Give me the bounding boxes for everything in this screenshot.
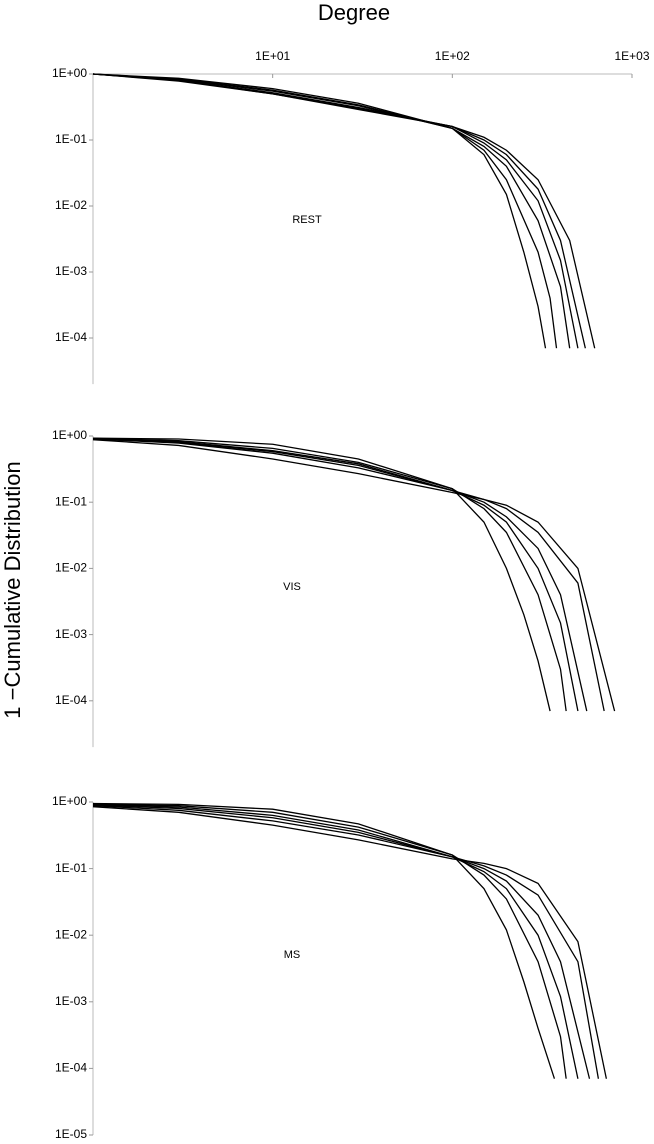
data-line (92, 439, 616, 712)
data-line (92, 806, 608, 1079)
panel-label: MS (284, 949, 301, 961)
y-tick-label: 1E-02 (55, 927, 87, 941)
data-line (92, 73, 558, 349)
data-line (92, 438, 588, 712)
y-tick-label: 1E+00 (52, 428, 87, 442)
y-tick-label: 1E-04 (55, 1061, 87, 1075)
y-tick-label: 1E-03 (55, 994, 87, 1008)
data-line (92, 437, 579, 712)
y-tick-label: 1E+00 (52, 66, 87, 80)
y-tick-label: 1E-04 (55, 693, 87, 707)
y-tick-label: 1E-02 (55, 561, 87, 575)
y-tick-label: 1E+00 (52, 794, 87, 808)
y-tick-label: 1E-03 (55, 627, 87, 641)
data-line (92, 73, 571, 349)
y-axis-title: 1 −Cumulative Distribution (0, 461, 25, 718)
panel-label: VIS (283, 581, 301, 593)
data-line (92, 437, 551, 712)
data-line (92, 73, 547, 349)
y-tick-label: 1E-04 (55, 330, 87, 344)
x-tick-label: 1E+02 (435, 49, 470, 63)
x-axis-title: Degree (318, 0, 390, 25)
data-line (92, 437, 567, 712)
data-line (92, 802, 556, 1079)
panel-label: REST (292, 214, 322, 226)
x-tick-label: 1E+01 (255, 49, 290, 63)
y-tick-label: 1E-05 (55, 1127, 87, 1141)
y-tick-label: 1E-01 (55, 494, 87, 508)
x-tick-label: 1E+03 (614, 49, 649, 63)
data-line (92, 804, 591, 1079)
y-tick-label: 1E-03 (55, 264, 87, 278)
data-line (92, 803, 579, 1079)
y-tick-label: 1E-01 (55, 861, 87, 875)
data-line (92, 803, 567, 1079)
y-tick-label: 1E-01 (55, 132, 87, 146)
data-line (92, 73, 579, 349)
data-line (92, 438, 605, 712)
data-line (92, 73, 596, 349)
y-tick-label: 1E-02 (55, 198, 87, 212)
data-line (92, 805, 600, 1079)
